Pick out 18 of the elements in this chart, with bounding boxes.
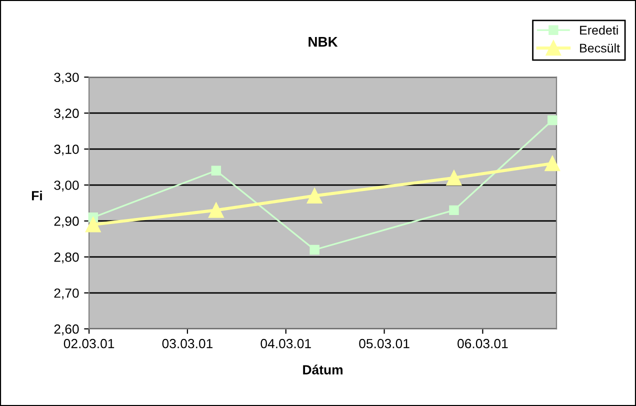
x-tick-label: 05.03.01 [359,338,410,348]
y-tick-label: 2,90 [54,216,79,228]
x-tick-label: 04.03.01 [260,338,311,348]
y-tick-label: 3,10 [54,144,79,156]
chart-title: NBK [308,37,338,47]
legend-label: Eredeti [580,25,618,35]
x-tick-label: 02.03.01 [64,338,114,348]
y-tick-label: 2,60 [54,324,79,336]
legend-label: Becsült [580,43,620,53]
x-axis-title: Dátum [303,364,342,374]
y-tick-label: 2,70 [54,288,79,300]
y-tick-label: 3,30 [54,72,79,84]
y-tick-label: 2,80 [54,252,79,264]
x-tick-label: 06.03.01 [458,338,508,348]
y-tick-label: 3,00 [54,180,79,192]
y-axis-title: Fi [32,190,42,200]
y-tick-label: 3,20 [54,108,79,120]
x-tick-label: 03.03.01 [162,338,212,348]
